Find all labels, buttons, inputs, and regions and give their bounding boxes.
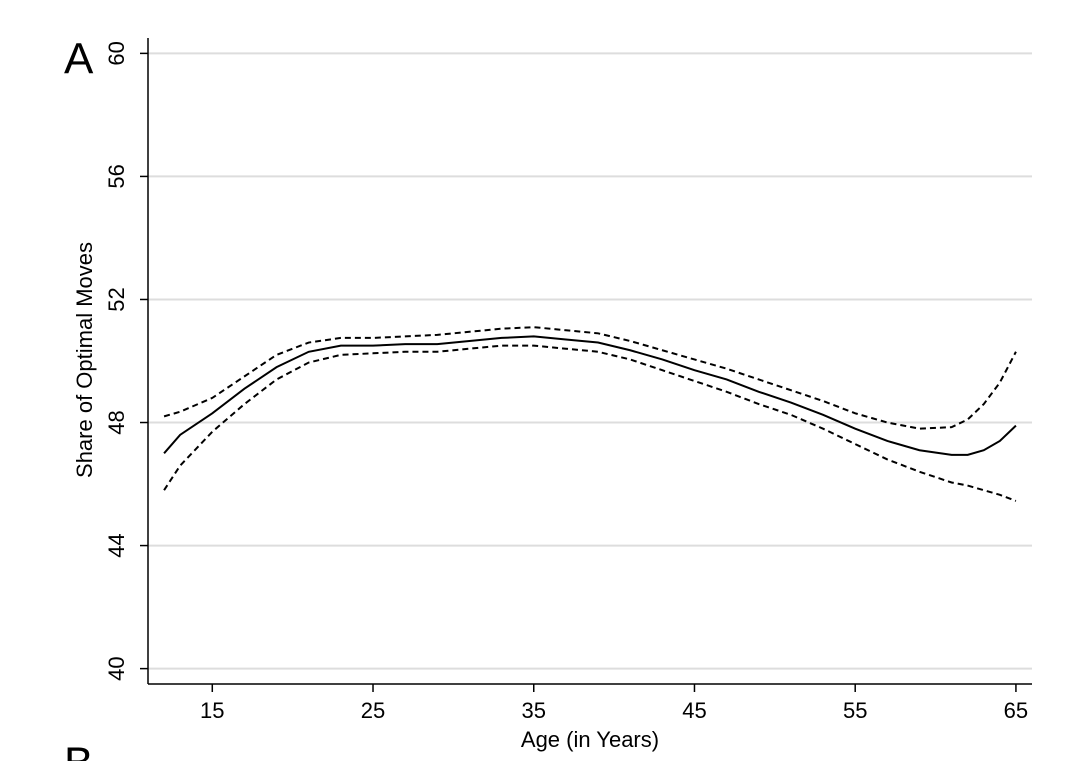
x-tick-label: 65 [1004, 698, 1028, 723]
x-tick-label: 55 [843, 698, 867, 723]
x-tick-label: 35 [522, 698, 546, 723]
line [163, 344, 1017, 502]
x-tick-label: 45 [682, 698, 706, 723]
x-axis-label: Age (in Years) [521, 727, 659, 752]
panel-label: B [64, 739, 93, 761]
panel-label: A [64, 35, 94, 84]
x-tick-label: 15 [200, 698, 224, 723]
line [163, 335, 1017, 456]
y-tick-label: 40 [104, 656, 129, 680]
y-tick-label: 52 [104, 287, 129, 311]
line [163, 326, 1017, 430]
y-tick-label: 44 [104, 533, 129, 557]
y-tick-label: 56 [104, 164, 129, 188]
y-tick-label: 60 [104, 41, 129, 65]
y-tick-label: 48 [104, 410, 129, 434]
x-tick-label: 25 [361, 698, 385, 723]
y-axis-label: Share of Optimal Moves [72, 242, 97, 478]
